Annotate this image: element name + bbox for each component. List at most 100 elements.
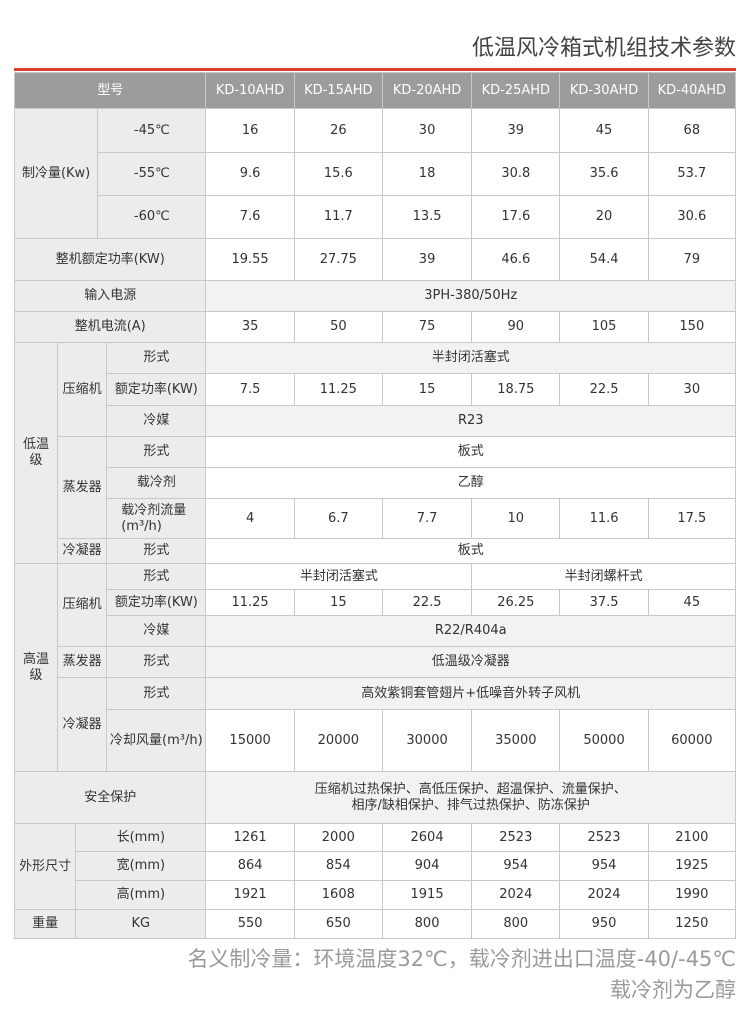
- title-rule: [14, 68, 736, 71]
- label-cell: 压缩机: [57, 342, 108, 437]
- value-cell: 2523: [471, 823, 561, 852]
- label-cell: 蒸发器: [57, 436, 108, 539]
- value-cell: 板式: [205, 436, 736, 468]
- value-cell: 7.6: [205, 195, 295, 239]
- label-cell: 高温级: [13, 563, 59, 772]
- value-cell: 1608: [293, 880, 383, 910]
- value-cell: 45: [647, 589, 737, 616]
- value-cell: 37.5: [559, 589, 649, 616]
- value-cell: 2000: [293, 823, 383, 852]
- table-row: 制冷量(Kw) -45℃ 16 26 30 39 45 68: [13, 108, 737, 239]
- table-row: 输入电源 3PH-380/50Hz: [13, 280, 736, 312]
- value-cell: 1925: [647, 851, 737, 881]
- value-cell: KD-40AHD: [647, 72, 737, 109]
- value-cell: 半封闭螺杆式: [471, 563, 736, 590]
- value-cell: 75: [381, 311, 473, 343]
- value-cell: 板式: [205, 538, 736, 564]
- value-cell: 11.25: [205, 589, 295, 616]
- label-cell: 冷凝器: [57, 677, 108, 772]
- table-row: 额定功率(KW) 7.5 11.25 15 18.75 22.5 30: [15, 373, 737, 406]
- value-cell: 54.4: [559, 238, 649, 281]
- value-cell: 13.5: [381, 195, 473, 239]
- value-cell: R22/R404a: [205, 615, 736, 647]
- value-cell: 35.6: [559, 152, 649, 196]
- value-cell: 22.5: [559, 373, 649, 406]
- value-cell: KD-30AHD: [559, 72, 649, 109]
- table-row: 额定功率(KW) 11.25 15 22.5 26.25 37.5 45: [15, 589, 737, 616]
- table-row: 外形尺寸 长(mm) 1261 2000 2604 2523 2523 2100: [13, 823, 737, 910]
- value-cell: 26: [293, 108, 383, 153]
- value-cell: 2100: [647, 823, 737, 852]
- value-cell: 1250: [647, 909, 737, 939]
- table-row: 重量 KG 550 650 800 800 950 1250: [13, 909, 737, 939]
- value-cell: 11.7: [293, 195, 383, 239]
- label-cell: 冷媒: [106, 405, 207, 437]
- value-cell: 550: [205, 909, 295, 939]
- value-cell: 39: [471, 108, 561, 153]
- value-cell: 1921: [205, 880, 295, 910]
- value-cell: 30000: [381, 709, 473, 772]
- value-cell: R23: [205, 405, 736, 437]
- table-row: 安全保护 压缩机过热保护、高低压保护、超温保护、流量保护、 相序/缺相保护、排气过热…: [13, 771, 736, 824]
- value-cell: 800: [471, 909, 561, 939]
- value-cell: 68: [647, 108, 737, 153]
- table-row: 整机电流(A) 35 50 75 90 105 150: [13, 311, 737, 343]
- value-cell: 15.6: [293, 152, 383, 196]
- value-cell: 19.55: [205, 238, 295, 281]
- label-cell: 整机电流(A): [13, 311, 207, 343]
- label-cell: 形式: [106, 646, 207, 678]
- value-cell: 6.7: [293, 498, 383, 539]
- value-cell: 800: [381, 909, 473, 939]
- table-row: 型号 KD-10AHD KD-15AHD KD-20AHD KD-25AHD KD-30A…: [13, 72, 737, 109]
- value-cell: 20000: [293, 709, 383, 772]
- value-cell: 30: [647, 373, 737, 406]
- value-cell: 1261: [205, 823, 295, 852]
- value-cell: 954: [471, 851, 561, 881]
- value-cell: 3PH-380/50Hz: [205, 280, 736, 312]
- value-cell: 22.5: [381, 589, 473, 616]
- value-cell: 2523: [559, 823, 649, 852]
- label-cell: 压缩机: [57, 563, 108, 647]
- value-cell: 18.75: [471, 373, 561, 406]
- value-cell: 950: [559, 909, 649, 939]
- label-cell: 整机额定功率(KW): [13, 238, 207, 281]
- value-cell: 4: [205, 498, 295, 539]
- value-cell: 压缩机过热保护、高低压保护、超温保护、流量保护、 相序/缺相保护、排气过热保护、防…: [205, 771, 736, 824]
- table-row: 冷凝器 形式 高效紫铜套管翅片+低噪音外转子风机: [15, 677, 736, 772]
- value-cell: 53.7: [647, 152, 737, 196]
- value-cell: 39: [381, 238, 473, 281]
- label-cell: 载冷剂: [106, 467, 207, 499]
- table-row: 高(mm) 1921 1608 1915 2024 2024 1990: [15, 880, 737, 910]
- value-cell: 2604: [381, 823, 473, 852]
- value-cell: 7.5: [205, 373, 295, 406]
- value-cell: 15: [293, 589, 383, 616]
- value-cell: 50000: [559, 709, 649, 772]
- value-cell: 35: [205, 311, 295, 343]
- label-cell: KG: [75, 909, 207, 939]
- label-cell: 形式: [106, 342, 207, 374]
- value-cell: 高效紫铜套管翅片+低噪音外转子风机: [205, 677, 736, 710]
- label-cell: 冷媒: [106, 615, 207, 647]
- value-cell: 904: [381, 851, 473, 881]
- value-cell: 35000: [471, 709, 561, 772]
- note: 名义制冷量：环境温度32℃，载冷剂进出口温度-40/-45℃: [187, 947, 736, 971]
- label-cell: 冷却风量(m³/h): [106, 709, 207, 772]
- label-cell: 重量: [13, 909, 77, 939]
- value-cell: 15: [381, 373, 473, 406]
- value-cell: 26.25: [471, 589, 561, 616]
- value-cell: 半封闭活塞式: [205, 563, 473, 590]
- value-cell: 30.8: [471, 152, 561, 196]
- value-cell: 10: [471, 498, 561, 539]
- table-row: -60℃ 7.6 11.7 13.5 17.6 20 30.6: [15, 195, 737, 239]
- table-row: 载冷剂 乙醇: [15, 467, 736, 499]
- label-cell: 安全保护: [13, 771, 207, 824]
- table-row: 蒸发器 形式 板式: [15, 436, 736, 539]
- value-cell: 150: [647, 311, 737, 343]
- value-cell: 864: [205, 851, 295, 881]
- label-cell: 额定功率(KW): [106, 373, 207, 406]
- title: 低温风冷箱式机组技术参数: [471, 36, 736, 61]
- label-cell: 外形尺寸: [13, 823, 77, 910]
- header-cell: 型号: [13, 72, 207, 109]
- value-cell: 18: [381, 152, 473, 196]
